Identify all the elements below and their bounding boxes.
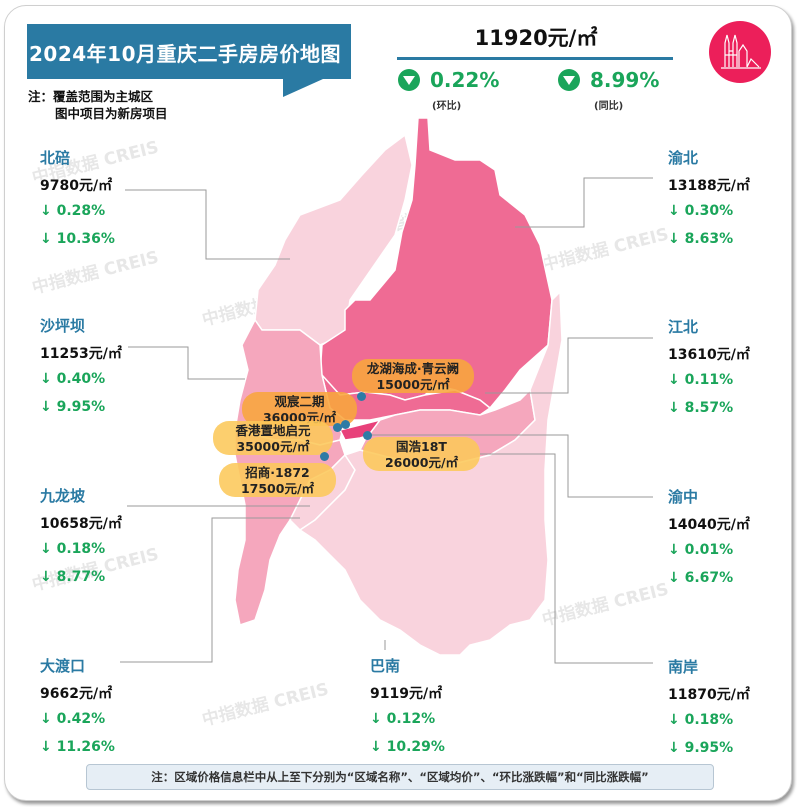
project-label-hongkong-land: 香港置地启元 35000元/㎡ (213, 421, 333, 455)
project-name: 国浩18T (396, 439, 447, 454)
region-info-shapingba: 沙坪坝 11253元/㎡ ↓ 0.40% ↓ 9.95% (40, 315, 122, 415)
region-mom: ↓ 0.42% (40, 711, 106, 727)
region-info-nanan: 南岸 11870元/㎡ ↓ 0.18% ↓ 9.95% (668, 656, 750, 756)
region-yoy: ↓ 11.26% (40, 739, 115, 755)
region-name: 九龙坡 (40, 487, 86, 505)
note-line-2: 图中项目为新房项目 (55, 106, 168, 121)
region-mom: ↓ 0.28% (40, 203, 106, 219)
city-average-price: 11920元/㎡ (474, 26, 598, 50)
region-price: 13188元/㎡ (668, 178, 750, 194)
region-price: 11870元/㎡ (668, 687, 750, 703)
region-yoy: ↓ 9.95% (668, 740, 734, 756)
region-name: 渝北 (668, 149, 699, 167)
region-name: 南岸 (668, 658, 699, 676)
region-yoy: ↓ 8.57% (668, 400, 734, 416)
region-mom: ↓ 0.40% (40, 371, 106, 387)
project-location-marker (320, 452, 329, 461)
region-price: 9780元/㎡ (40, 178, 113, 194)
region-yoy: ↓ 10.29% (370, 739, 445, 755)
mom-change: 0.22% (398, 68, 499, 92)
region-name: 沙坪坝 (40, 317, 86, 335)
region-info-dadukou: 大渡口 9662元/㎡ ↓ 0.42% ↓ 11.26% (40, 655, 115, 755)
region-yoy: ↓ 6.67% (668, 570, 734, 586)
region-mom: ↓ 0.11% (668, 372, 734, 388)
map-note: 注：覆盖范围为主城区 图中项目为新房项目 (28, 88, 168, 122)
project-label-longhu: 龙湖海成·青云阙 15000元/㎡ (352, 359, 474, 393)
yoy-label: (同比) (594, 101, 624, 112)
region-mom: ↓ 0.12% (370, 711, 436, 727)
divider (397, 57, 673, 60)
region-info-banan: 巴南 9119元/㎡ ↓ 0.12% ↓ 10.29% (370, 655, 445, 755)
region-name: 北碚 (40, 149, 71, 167)
project-label-guohao: 国浩18T 26000元/㎡ (363, 437, 480, 471)
project-location-marker (357, 392, 366, 401)
region-price: 11253元/㎡ (40, 346, 122, 362)
yoy-value: 8.99% (590, 68, 660, 92)
page-title: 2024年10月重庆二手房房价地图 (29, 42, 341, 66)
note-line-1: 注：覆盖范围为主城区 (28, 89, 154, 104)
title-banner (27, 24, 351, 79)
region-mom: ↓ 0.18% (668, 712, 734, 728)
region-name: 大渡口 (40, 657, 86, 675)
region-price: 13610元/㎡ (668, 347, 750, 363)
region-info-yubei: 渝北 13188元/㎡ ↓ 0.30% ↓ 8.63% (668, 147, 750, 247)
region-info-jiulongpo: 九龙坡 10658元/㎡ ↓ 0.18% ↓ 8.77% (40, 485, 122, 585)
region-price: 14040元/㎡ (668, 517, 750, 533)
mom-label: (环比) (432, 101, 462, 112)
project-location-marker (363, 431, 372, 440)
region-name: 江北 (668, 318, 699, 336)
project-label-zhaoshang: 招商·1872 17500元/㎡ (219, 463, 336, 497)
project-price: 15000元/㎡ (376, 377, 450, 392)
footnote: 注：区域价格信息栏中从上至下分别为“区域名称”、“区域均价”、“环比涨跌幅”和“… (86, 764, 714, 790)
project-price: 17500元/㎡ (240, 481, 315, 496)
project-price: 35000元/㎡ (236, 439, 310, 454)
region-yoy: ↓ 10.36% (40, 231, 115, 247)
project-name: 香港置地启元 (235, 423, 311, 438)
yoy-change: 8.99% (558, 68, 659, 92)
project-price: 26000元/㎡ (384, 455, 459, 470)
region-mom: ↓ 0.01% (668, 542, 734, 558)
chongqing-landmark-icon (709, 21, 771, 83)
down-icon (558, 69, 580, 91)
region-yoy: ↓ 8.77% (40, 569, 106, 585)
region-info-beibei: 北碚 9780元/㎡ ↓ 0.28% ↓ 10.36% (40, 147, 115, 247)
project-name: 观宸二期 (274, 394, 325, 409)
region-price: 9662元/㎡ (40, 686, 113, 702)
project-name: 招商·1872 (245, 465, 310, 480)
region-price: 10658元/㎡ (40, 516, 122, 532)
project-location-marker (333, 423, 342, 432)
region-mom: ↓ 0.30% (668, 203, 734, 219)
region-mom: ↓ 0.18% (40, 541, 106, 557)
project-location-marker (341, 420, 350, 429)
title-banner-tail (283, 79, 323, 97)
region-price: 9119元/㎡ (370, 686, 443, 702)
project-name: 龙湖海成·青云阙 (366, 361, 460, 376)
district-jiangbei (321, 374, 492, 421)
mom-value: 0.22% (430, 68, 500, 92)
district-banan (298, 290, 563, 656)
down-icon (398, 69, 420, 91)
region-yoy: ↓ 9.95% (40, 399, 106, 415)
region-name: 巴南 (370, 657, 401, 675)
region-info-jiangbei: 江北 13610元/㎡ ↓ 0.11% ↓ 8.57% (668, 316, 750, 416)
region-yoy: ↓ 8.63% (668, 231, 734, 247)
region-name: 渝中 (668, 488, 699, 506)
region-info-yuzhong: 渝中 14040元/㎡ ↓ 0.01% ↓ 6.67% (668, 486, 750, 586)
